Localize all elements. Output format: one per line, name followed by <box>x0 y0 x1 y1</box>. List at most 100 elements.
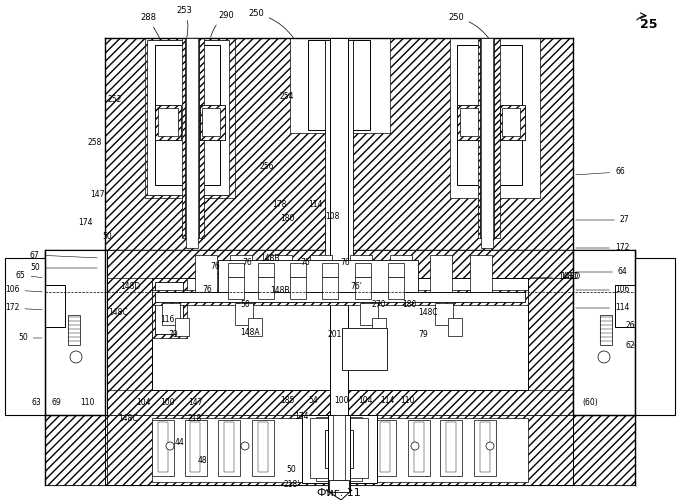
Bar <box>380 422 390 472</box>
Bar <box>152 418 528 482</box>
Bar <box>352 257 370 297</box>
Bar <box>270 255 292 300</box>
Bar <box>408 420 430 476</box>
Bar <box>224 422 234 472</box>
Bar <box>45 250 635 415</box>
Text: 76: 76 <box>340 258 350 267</box>
Text: 108: 108 <box>325 212 340 221</box>
Bar <box>315 423 363 473</box>
Text: 147: 147 <box>188 398 202 407</box>
Bar <box>152 278 528 390</box>
Text: 148B: 148B <box>270 286 289 295</box>
Bar <box>344 330 384 368</box>
Bar <box>448 318 462 336</box>
Bar <box>457 105 482 140</box>
Bar <box>155 292 525 302</box>
Bar <box>232 257 250 297</box>
Bar <box>430 255 452 300</box>
Bar <box>292 40 387 130</box>
Bar <box>573 250 635 415</box>
Bar <box>158 422 168 472</box>
Bar <box>450 38 540 198</box>
Bar <box>197 257 215 297</box>
Circle shape <box>486 442 494 450</box>
Text: 147: 147 <box>90 190 105 199</box>
Bar <box>228 277 244 299</box>
Bar <box>304 417 374 481</box>
Bar <box>45 250 107 415</box>
Bar <box>446 422 456 472</box>
Text: 104: 104 <box>358 396 373 405</box>
Bar <box>617 287 633 325</box>
Bar <box>574 251 634 414</box>
Bar <box>573 415 635 485</box>
Text: 258: 258 <box>88 138 103 147</box>
Bar <box>152 420 174 476</box>
Text: (60): (60) <box>582 398 598 407</box>
Bar <box>248 318 262 336</box>
Bar <box>185 38 199 238</box>
Bar <box>147 40 229 195</box>
Bar <box>47 287 63 325</box>
Text: 50: 50 <box>102 232 112 241</box>
Text: 50: 50 <box>30 264 97 272</box>
Text: 250: 250 <box>448 13 488 38</box>
Bar <box>45 415 107 485</box>
Bar <box>152 290 528 305</box>
Bar <box>480 422 490 472</box>
Text: 178: 178 <box>272 200 287 209</box>
Bar <box>258 263 274 277</box>
Bar <box>45 250 107 418</box>
Bar <box>158 108 178 136</box>
Text: 148D: 148D <box>120 282 141 291</box>
Bar <box>218 420 240 476</box>
Text: 148B: 148B <box>260 254 280 263</box>
Bar <box>390 255 412 300</box>
Bar <box>312 257 330 297</box>
Text: 48: 48 <box>198 456 208 465</box>
Bar <box>322 277 338 299</box>
Text: 76': 76' <box>350 282 362 291</box>
Bar <box>435 303 453 325</box>
Bar <box>446 422 456 472</box>
Bar <box>45 285 65 327</box>
Bar <box>185 420 207 476</box>
Bar <box>158 422 168 472</box>
Bar <box>148 40 228 195</box>
Bar <box>290 38 390 133</box>
Text: 54: 54 <box>308 396 318 405</box>
Bar <box>360 303 378 325</box>
Bar <box>6 259 44 414</box>
Bar <box>474 420 496 476</box>
Bar <box>230 255 252 300</box>
Text: 174: 174 <box>294 412 308 421</box>
Bar <box>346 422 356 472</box>
Bar <box>573 250 635 415</box>
Text: 172: 172 <box>5 304 42 312</box>
Bar <box>258 422 268 472</box>
Bar <box>218 260 418 300</box>
Bar <box>290 263 306 277</box>
Circle shape <box>70 351 82 363</box>
Bar <box>528 250 573 415</box>
Text: 180: 180 <box>280 214 295 223</box>
Text: 185: 185 <box>280 396 295 405</box>
Bar <box>414 422 424 472</box>
Bar <box>190 422 200 472</box>
Bar <box>350 255 372 300</box>
Bar <box>107 250 152 415</box>
Bar <box>355 277 371 299</box>
Bar <box>502 108 520 136</box>
Circle shape <box>166 442 174 450</box>
Text: 148C: 148C <box>108 308 128 317</box>
Bar <box>481 38 493 248</box>
Bar <box>374 420 396 476</box>
Text: 148A: 148A <box>240 328 259 337</box>
Bar <box>290 277 306 299</box>
Text: 148C: 148C <box>418 308 438 317</box>
Bar <box>328 415 350 490</box>
Bar <box>5 258 45 415</box>
Text: 26: 26 <box>625 320 635 330</box>
Text: 114: 114 <box>576 304 629 312</box>
Text: 174: 174 <box>78 218 92 227</box>
